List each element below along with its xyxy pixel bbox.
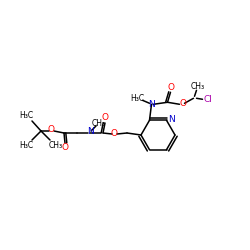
Text: CH₃: CH₃ <box>49 140 63 149</box>
Text: O: O <box>167 83 174 92</box>
Text: O: O <box>62 144 68 152</box>
Text: CH₃: CH₃ <box>92 120 106 128</box>
Text: O: O <box>102 114 108 122</box>
Text: N: N <box>87 126 94 136</box>
Text: H₃C: H₃C <box>130 94 144 103</box>
Text: Cl: Cl <box>203 95 212 104</box>
Text: H₃C: H₃C <box>19 112 33 120</box>
Text: O: O <box>179 99 186 108</box>
Text: N: N <box>148 100 155 109</box>
Text: N: N <box>168 115 175 124</box>
Text: O: O <box>110 128 117 138</box>
Text: O: O <box>48 126 54 134</box>
Text: H₃C: H₃C <box>19 140 33 149</box>
Text: CH₃: CH₃ <box>190 82 204 91</box>
